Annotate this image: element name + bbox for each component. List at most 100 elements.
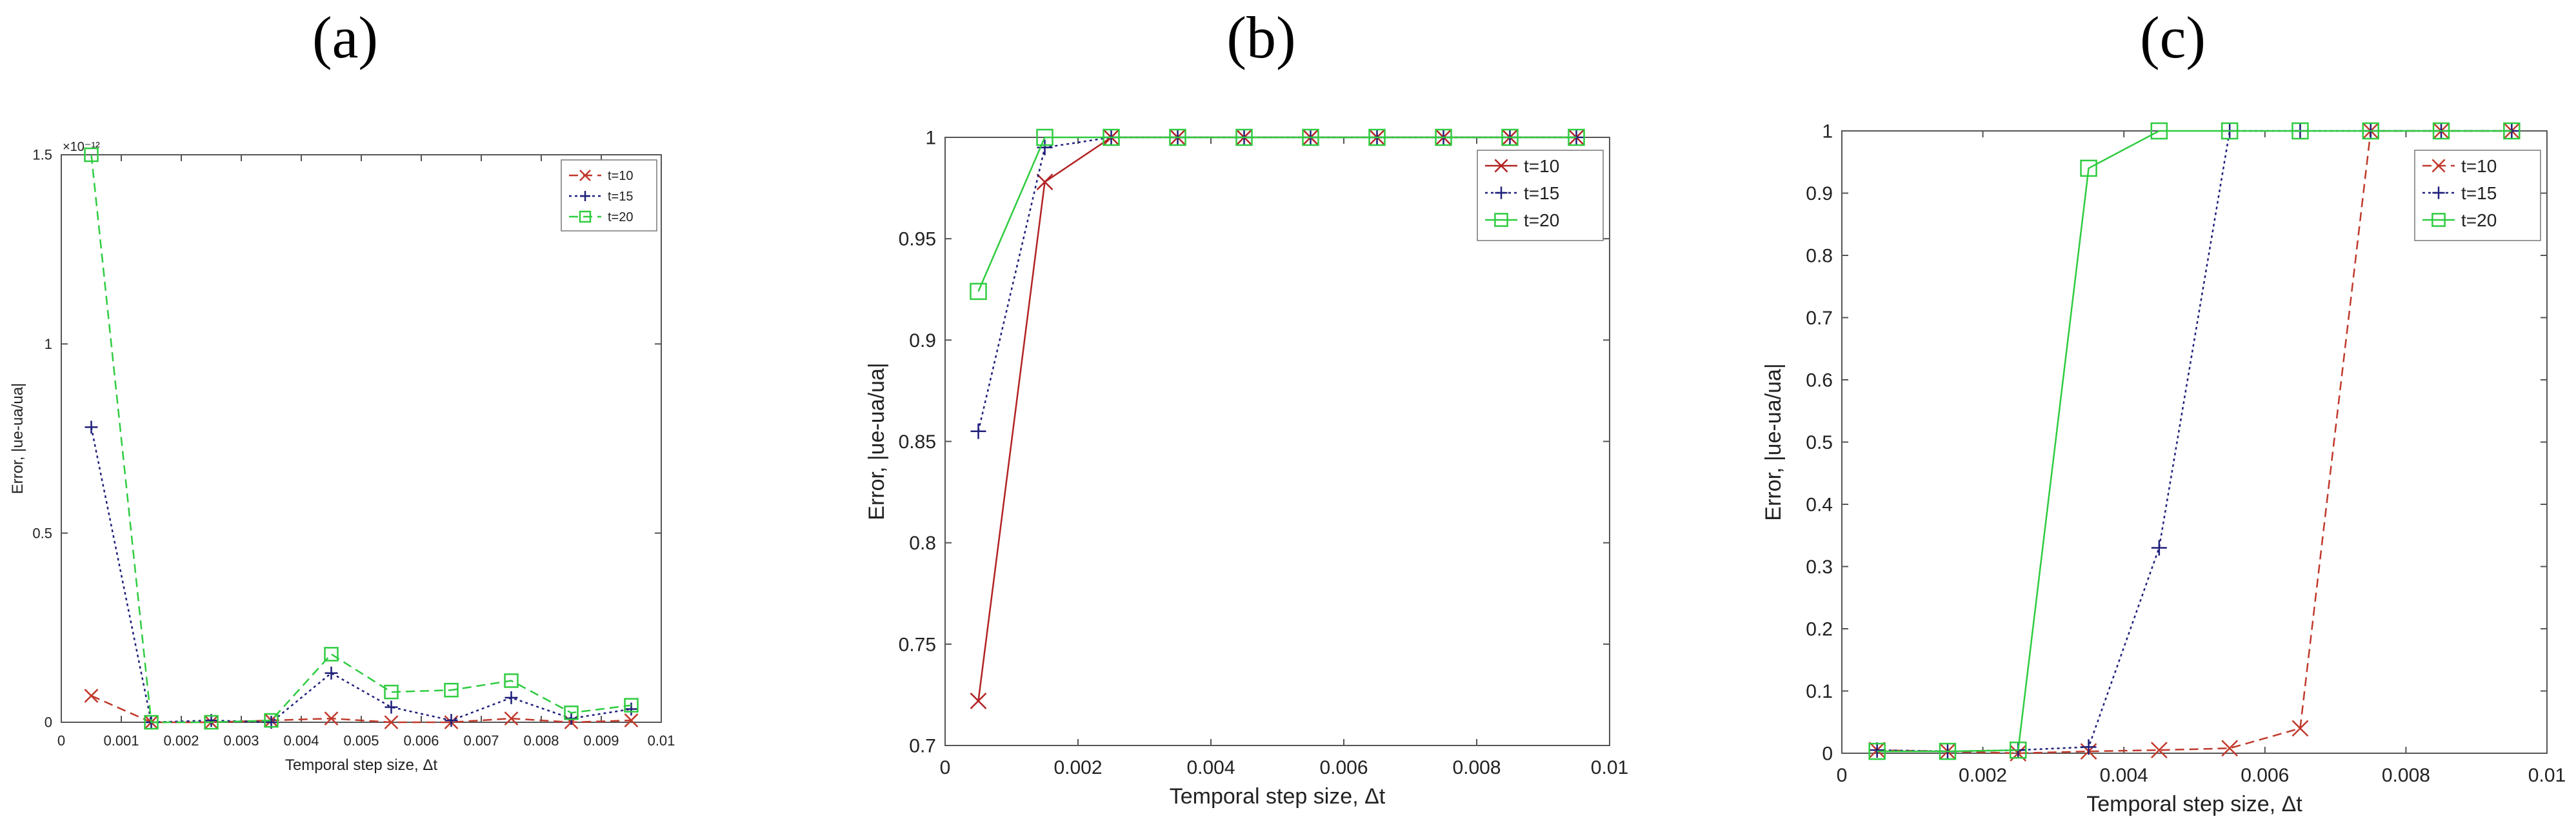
- x-tick-label: 0: [940, 757, 951, 778]
- legend-label: t=15: [1524, 183, 1559, 203]
- x-tick-label: 0.008: [1452, 757, 1501, 778]
- legend-marker: [1495, 186, 1508, 199]
- y-tick-label: 1: [45, 336, 52, 352]
- y-tick-label: 0.5: [1806, 432, 1833, 453]
- data-point-t=10: [2150, 742, 2168, 759]
- x-tick-label: 0.002: [1053, 757, 1102, 778]
- data-point-t=20: [1302, 128, 1319, 146]
- legend: t=10 t=15 t=20: [2414, 150, 2541, 241]
- data-point-t=20: [1103, 128, 1120, 146]
- y-tick-label: 1: [1822, 121, 1833, 143]
- data-point-t=20: [564, 706, 579, 720]
- y-tick-label: 0: [1822, 744, 1833, 765]
- data-point-t=10: [324, 711, 339, 726]
- y-tick-label: 0.1: [1806, 681, 1833, 702]
- series-line-t=20: [90, 154, 632, 724]
- y-axis-label: Error, |ue-ua/ua|: [864, 362, 889, 520]
- y-tick-label: 0.85: [899, 431, 936, 453]
- data-point-t=20: [204, 715, 219, 730]
- x-axis-label: Temporal step size, Δt: [1170, 784, 1386, 809]
- data-point-t=10: [384, 715, 399, 729]
- x-tick-label: 0.006: [2241, 765, 2289, 786]
- x-tick-label: 0.01: [2528, 765, 2566, 786]
- data-point-t=20: [1235, 128, 1253, 146]
- series-line-t=10: [90, 695, 632, 724]
- series-line-t=10: [1877, 130, 2512, 755]
- legend-label: t=15: [608, 190, 633, 204]
- data-point-t=20: [1568, 128, 1585, 146]
- data-point-t=20: [1435, 128, 1452, 146]
- x-tick-label: 0.007: [463, 733, 499, 749]
- x-tick-label: 0.008: [2382, 765, 2430, 786]
- chart-panel-2: 0 0.002 0.004 0.006 0.008 0.01 0 0.1 0.2 0.3 0.4 0.…: [1761, 121, 2566, 817]
- y-tick-label: 0.7: [1806, 308, 1833, 329]
- data-point-t=20: [1501, 128, 1519, 146]
- data-point-t=10: [504, 711, 519, 726]
- legend-label: t=10: [608, 169, 633, 183]
- y-tick-label: 0.7: [909, 736, 936, 757]
- data-point-t=20: [2291, 122, 2309, 140]
- legend-marker: [2431, 159, 2446, 173]
- plot-frame: [61, 154, 662, 723]
- data-point-t=10: [970, 692, 987, 709]
- y-tick-label: 0.8: [1806, 246, 1833, 267]
- data-point-t=15: [1869, 742, 1885, 758]
- legend-label: t=15: [2461, 183, 2497, 203]
- panel-label-c: (c): [2139, 5, 2206, 70]
- x-tick-label: 0.004: [2100, 765, 2148, 786]
- data-point-t=15: [85, 420, 98, 434]
- legend-label: t=20: [608, 210, 633, 224]
- legend-marker: [2431, 213, 2446, 227]
- chart-panel-0: 0 0.001 0.002 0.003 0.004 0.005 0.006 0.007 0.00…: [9, 140, 675, 774]
- x-tick-label: 0.009: [583, 733, 619, 749]
- x-tick-label: 0.01: [648, 733, 675, 749]
- legend-marker: [1494, 213, 1508, 227]
- x-tick-label: 0.004: [283, 733, 319, 749]
- x-tick-label: 0.006: [403, 733, 439, 749]
- x-tick-label: 0.01: [1591, 757, 1628, 778]
- data-point-t=20: [2362, 122, 2379, 140]
- data-point-t=15: [324, 666, 338, 680]
- data-point-t=20: [504, 673, 519, 688]
- data-point-t=20: [2080, 159, 2097, 177]
- data-point-t=15: [2081, 739, 2097, 755]
- data-point-t=20: [970, 282, 987, 301]
- data-point-t=15: [444, 714, 458, 727]
- data-point-t=20: [84, 147, 99, 163]
- data-point-t=20: [1368, 128, 1386, 146]
- y-tick-label: 0.9: [1806, 183, 1833, 204]
- data-point-t=15: [2151, 540, 2167, 556]
- panel-label-b: (b): [1226, 5, 1296, 70]
- y-tick-label: 0.6: [1806, 370, 1833, 391]
- y-tick-label: 0.95: [899, 229, 936, 250]
- legend: t=10 t=15 t=20: [561, 159, 657, 232]
- data-point-t=10: [2221, 740, 2239, 757]
- panel-label-a: (a): [312, 5, 379, 70]
- data-point-t=20: [2503, 122, 2521, 140]
- x-tick-label: 0.001: [103, 733, 139, 749]
- x-tick-label: 0.003: [223, 733, 259, 749]
- series-line-t=20: [977, 136, 1577, 292]
- data-point-t=20: [2010, 741, 2027, 759]
- data-point-t=15: [1037, 139, 1053, 155]
- x-tick-label: 0: [1837, 765, 1848, 786]
- y-tick-label: 0.9: [909, 330, 936, 351]
- data-point-t=10: [624, 713, 639, 727]
- legend-marker: [580, 191, 590, 201]
- y-tick-label: 0.8: [909, 533, 936, 554]
- x-tick-label: 0.002: [163, 733, 199, 749]
- legend-label: t=10: [2461, 156, 2497, 176]
- data-point-t=10: [2291, 720, 2309, 737]
- data-point-t=20: [1868, 742, 1886, 760]
- legend-marker: [1494, 159, 1508, 173]
- data-point-t=20: [384, 684, 399, 700]
- x-tick-label: 0.005: [343, 733, 379, 749]
- data-point-t=15: [384, 700, 398, 714]
- data-point-t=15: [624, 702, 638, 716]
- legend-marker: [2432, 186, 2445, 199]
- data-point-t=20: [324, 647, 339, 662]
- y-tick-label: 0.75: [899, 634, 936, 655]
- x-tick-label: 0.006: [1319, 757, 1368, 778]
- x-tick-label: 0: [57, 733, 65, 749]
